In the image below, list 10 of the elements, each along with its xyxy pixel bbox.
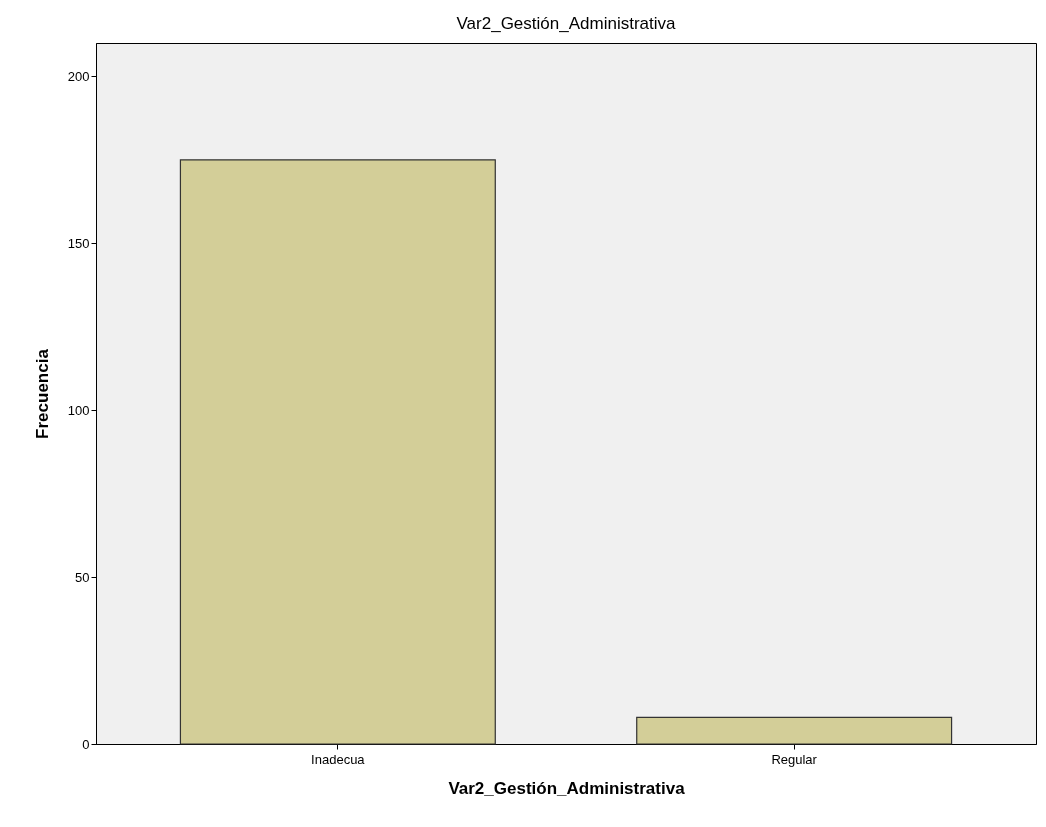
y-axis-title: Frecuencia bbox=[32, 348, 52, 439]
x-axis-title: Var2_Gestión_Administrativa bbox=[448, 778, 686, 798]
y-tick-label: 100 bbox=[67, 402, 90, 418]
y-tick-label: 150 bbox=[67, 235, 90, 251]
x-tick-label: Regular bbox=[771, 751, 818, 767]
x-tick-label: Inadecua bbox=[311, 751, 366, 767]
y-tick-label: 50 bbox=[75, 569, 90, 585]
y-tick-label: 0 bbox=[82, 736, 90, 752]
y-tick-label: 200 bbox=[67, 68, 90, 84]
chart-title: Var2_Gestión_Administrativa bbox=[456, 14, 676, 33]
